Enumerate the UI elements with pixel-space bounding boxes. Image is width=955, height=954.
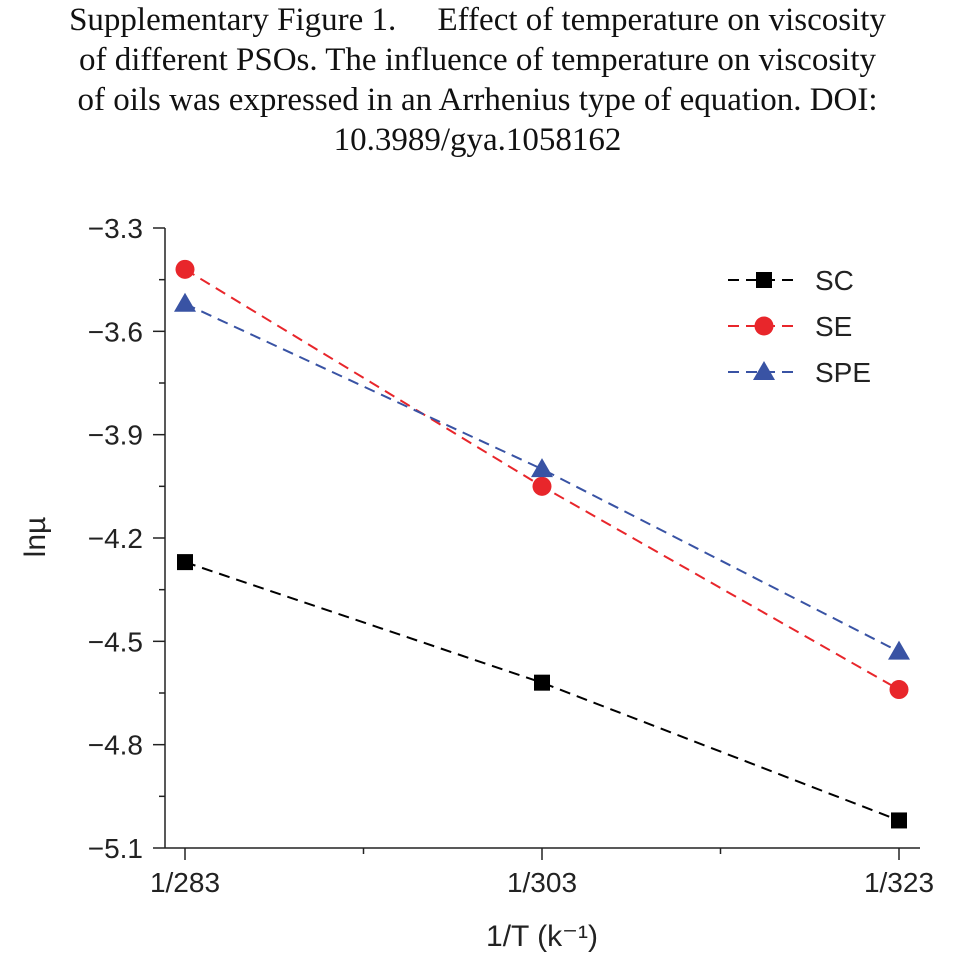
data-point-spe (531, 458, 553, 478)
axes: −3.3 −3.6 −3.9 −4.2 −4.5 −4.8 −5.11/283 1/303 1/… (88, 213, 934, 898)
data-point-se (532, 476, 552, 496)
y-tick-label: −3.6 (88, 316, 143, 347)
y-tick-label: −4.5 (88, 626, 143, 657)
legend-marker-se (754, 316, 774, 336)
series-line-sc (184, 561, 900, 822)
y-tick-label: −3.3 (88, 213, 143, 244)
data-point-spe (174, 292, 196, 312)
caption-line-2: of different PSOs. The influence of temp… (79, 42, 876, 78)
caption-line-4: 10.3989/gya.1058162 (333, 122, 622, 158)
series-lines (184, 268, 900, 822)
legend-marker-sc (756, 272, 772, 288)
legend: SC SE SPE (728, 265, 871, 388)
data-point-sc (891, 812, 907, 829)
data-point-sc (177, 554, 193, 571)
x-tick-label: 1/303 (507, 867, 577, 898)
caption-line-1: Supplementary Figure 1. Effect of temper… (69, 2, 886, 38)
series-markers (174, 259, 910, 829)
legend-label-se: SE (815, 311, 852, 342)
x-axis-label: 1/T (k⁻¹) (486, 920, 598, 953)
data-point-sc (534, 674, 550, 691)
y-tick-label: −5.1 (88, 833, 143, 864)
x-tick-label: 1/323 (864, 867, 934, 898)
caption-line-3: of oils was expressed in an Arrhenius ty… (77, 82, 878, 118)
series-line-spe (184, 302, 900, 653)
data-point-se (175, 259, 195, 279)
y-tick-label: −3.9 (88, 420, 143, 451)
legend-label-sc: SC (815, 265, 854, 296)
figure-caption: Supplementary Figure 1. Effect of temper… (0, 0, 955, 160)
y-tick-label: −4.2 (88, 523, 143, 554)
legend-label-spe: SPE (815, 357, 871, 388)
x-tick-label: 1/283 (150, 867, 220, 898)
data-point-se (889, 680, 909, 700)
y-axis-label: lnµ (19, 517, 52, 558)
y-tick-label: −4.8 (88, 730, 143, 761)
data-point-spe (888, 640, 910, 660)
legend-marker-spe (753, 361, 775, 380)
